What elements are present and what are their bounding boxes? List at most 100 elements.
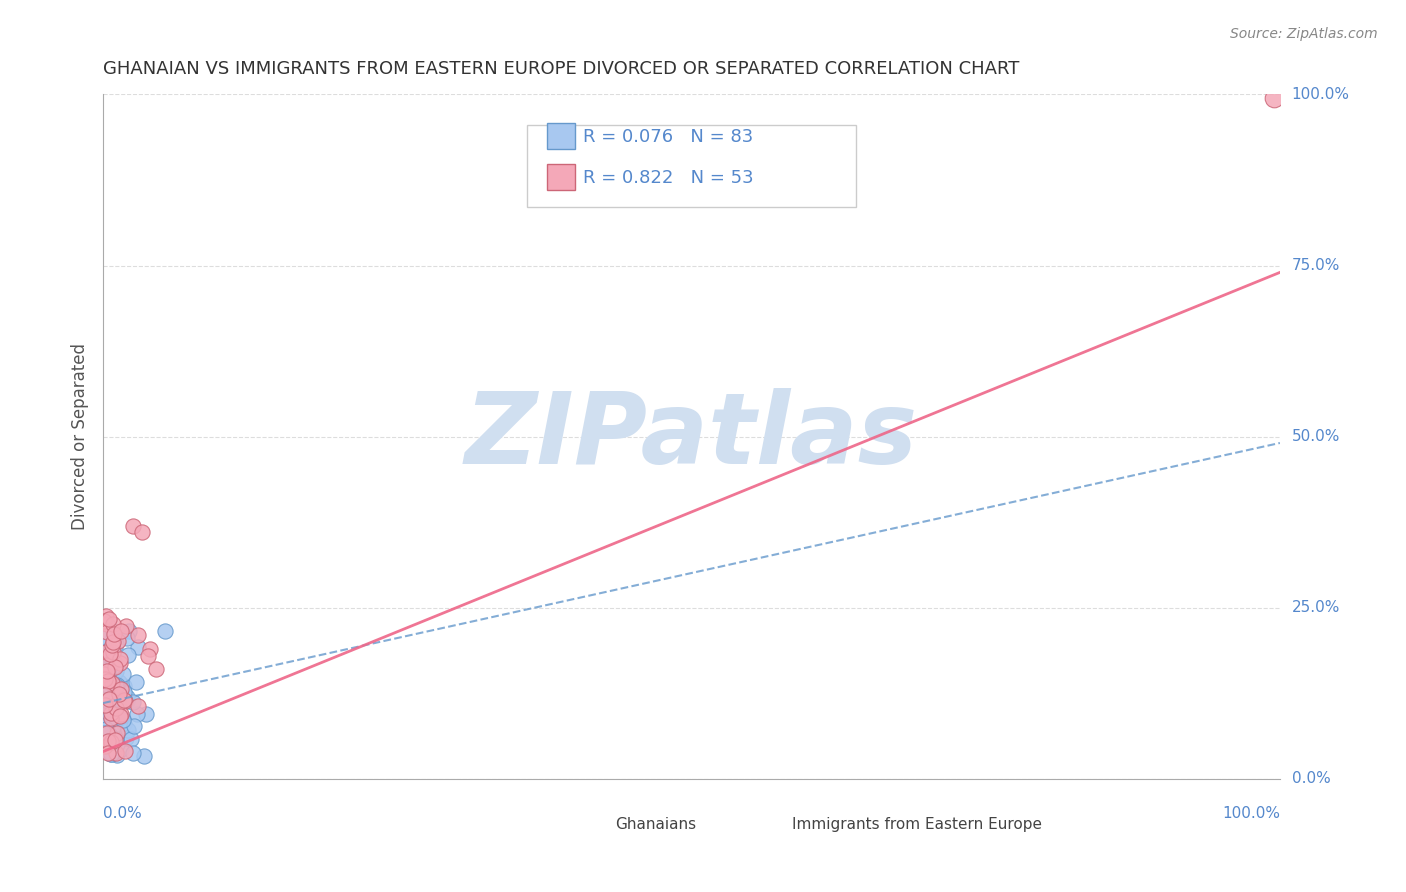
Point bbox=[93, 653, 115, 667]
Text: Source: ZipAtlas.com: Source: ZipAtlas.com bbox=[1230, 27, 1378, 41]
Point bbox=[103, 624, 125, 639]
Point bbox=[125, 707, 148, 722]
Point bbox=[107, 684, 129, 698]
Point bbox=[107, 634, 129, 648]
Text: 100.0%: 100.0% bbox=[1292, 87, 1350, 102]
Point bbox=[112, 685, 135, 699]
Point bbox=[103, 635, 125, 649]
Point bbox=[98, 691, 121, 706]
Point bbox=[127, 628, 149, 642]
Point bbox=[101, 617, 124, 632]
Point bbox=[117, 648, 139, 663]
Point bbox=[104, 679, 127, 693]
Point bbox=[153, 624, 176, 639]
Point bbox=[103, 745, 125, 759]
Point bbox=[110, 624, 132, 639]
Point bbox=[94, 649, 117, 664]
Point bbox=[93, 712, 115, 726]
Text: R = 0.076   N = 83: R = 0.076 N = 83 bbox=[583, 128, 754, 146]
Point bbox=[121, 747, 143, 761]
Point bbox=[110, 707, 132, 722]
Point bbox=[93, 632, 115, 646]
Point bbox=[98, 657, 121, 672]
Point bbox=[104, 637, 127, 651]
Point bbox=[117, 690, 139, 705]
Point bbox=[110, 710, 132, 724]
Point bbox=[103, 659, 125, 673]
Point bbox=[94, 645, 117, 659]
Point bbox=[104, 733, 127, 747]
Point bbox=[96, 678, 118, 692]
FancyBboxPatch shape bbox=[547, 164, 575, 190]
Point bbox=[104, 732, 127, 747]
Point bbox=[97, 676, 120, 690]
Point bbox=[100, 739, 122, 754]
Point bbox=[96, 678, 118, 692]
Y-axis label: Divorced or Separated: Divorced or Separated bbox=[72, 343, 89, 530]
Point bbox=[136, 648, 159, 663]
Point bbox=[100, 706, 122, 721]
Point bbox=[100, 747, 122, 761]
Point bbox=[105, 726, 128, 740]
Point bbox=[127, 640, 149, 655]
Point bbox=[100, 706, 122, 720]
Text: 75.0%: 75.0% bbox=[1292, 258, 1340, 273]
Point bbox=[97, 737, 120, 751]
Point bbox=[115, 694, 138, 708]
Point bbox=[117, 723, 139, 737]
Point bbox=[120, 732, 142, 747]
Point bbox=[104, 701, 127, 715]
Point bbox=[94, 672, 117, 686]
Point bbox=[110, 682, 132, 697]
Point bbox=[98, 674, 121, 689]
Point bbox=[114, 744, 136, 758]
Text: R = 0.822   N = 53: R = 0.822 N = 53 bbox=[583, 169, 754, 187]
Point bbox=[98, 661, 121, 675]
Point bbox=[118, 624, 141, 638]
Point bbox=[100, 735, 122, 749]
Point bbox=[93, 645, 115, 659]
Point bbox=[94, 678, 117, 692]
Point bbox=[100, 638, 122, 652]
Point bbox=[97, 681, 120, 695]
Point bbox=[93, 728, 115, 742]
Point bbox=[93, 739, 115, 753]
Point bbox=[112, 679, 135, 693]
Point bbox=[103, 712, 125, 726]
Text: 25.0%: 25.0% bbox=[1292, 600, 1340, 615]
Point bbox=[132, 749, 155, 764]
Point bbox=[94, 722, 117, 736]
Point bbox=[114, 694, 136, 708]
Point bbox=[93, 738, 115, 752]
Point bbox=[122, 719, 145, 733]
Point bbox=[125, 675, 148, 690]
Point bbox=[100, 676, 122, 690]
Point bbox=[112, 717, 135, 731]
Point bbox=[103, 655, 125, 669]
Point bbox=[96, 625, 118, 640]
Point bbox=[96, 609, 118, 624]
Point bbox=[98, 612, 121, 626]
Point bbox=[121, 518, 143, 533]
Point bbox=[104, 660, 127, 674]
Point bbox=[97, 694, 120, 708]
Point bbox=[94, 713, 117, 727]
FancyBboxPatch shape bbox=[527, 125, 856, 207]
Point bbox=[96, 726, 118, 740]
Point bbox=[93, 667, 115, 681]
Point bbox=[131, 525, 153, 540]
Point bbox=[127, 699, 149, 714]
Point bbox=[1263, 91, 1285, 105]
Point bbox=[97, 673, 120, 688]
FancyBboxPatch shape bbox=[547, 123, 575, 148]
Point bbox=[111, 667, 134, 681]
Point bbox=[117, 631, 139, 645]
Point bbox=[96, 746, 118, 760]
Point bbox=[97, 733, 120, 747]
Point bbox=[93, 743, 115, 757]
Text: GHANAIAN VS IMMIGRANTS FROM EASTERN EUROPE DIVORCED OR SEPARATED CORRELATION CHA: GHANAIAN VS IMMIGRANTS FROM EASTERN EURO… bbox=[103, 60, 1019, 78]
Point bbox=[103, 627, 125, 641]
Point bbox=[105, 664, 128, 678]
Text: Ghanaians: Ghanaians bbox=[614, 817, 696, 832]
Point bbox=[105, 692, 128, 706]
